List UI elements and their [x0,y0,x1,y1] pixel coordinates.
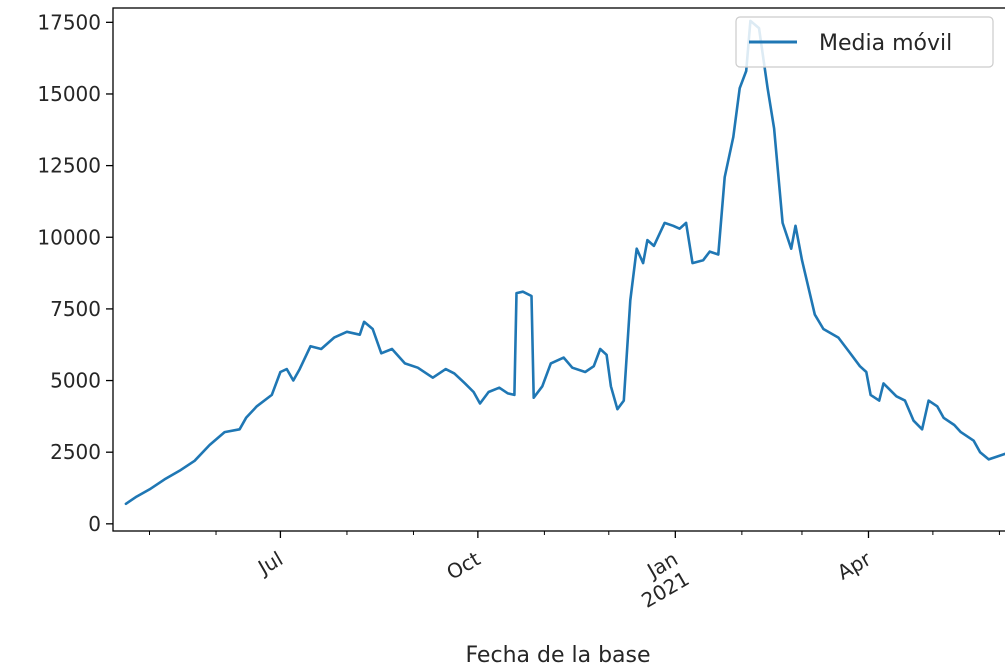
plot-frame [112,7,1005,532]
x-tick-label: Apr [833,546,876,584]
y-tick-label: 5000 [50,369,101,393]
y-tick-label: 12500 [37,154,101,178]
x-tick-label: Oct [442,546,484,584]
series-line-media-movil [124,19,1005,506]
y-tick-label: 15000 [37,82,101,106]
x-tick-label: Jul [252,547,287,581]
plot-background [113,8,1005,531]
x-tick-label-main: Jul [252,547,287,581]
x-axis: Jul Oct Jan2021 Apr [148,531,1000,613]
y-axis: 0 2500 5000 7500 10000 12500 15000 17500 [37,10,113,536]
legend-box [735,16,994,68]
y-tick-label: 0 [88,512,101,536]
y-tick-label: 7500 [50,297,101,321]
x-tick-label-main: Apr [833,546,876,584]
x-tick-label: Jan2021 [626,547,694,613]
x-axis-title: Fecha de la base [465,643,650,668]
x-tick-label-main: Oct [442,546,484,584]
y-tick-label: 10000 [37,225,101,249]
y-tick-label: 17500 [37,10,101,34]
legend-label: Media móvil [819,31,952,56]
series-layer [124,19,1005,506]
y-tick-label: 2500 [50,440,101,464]
legend: Media móvil [735,16,994,68]
